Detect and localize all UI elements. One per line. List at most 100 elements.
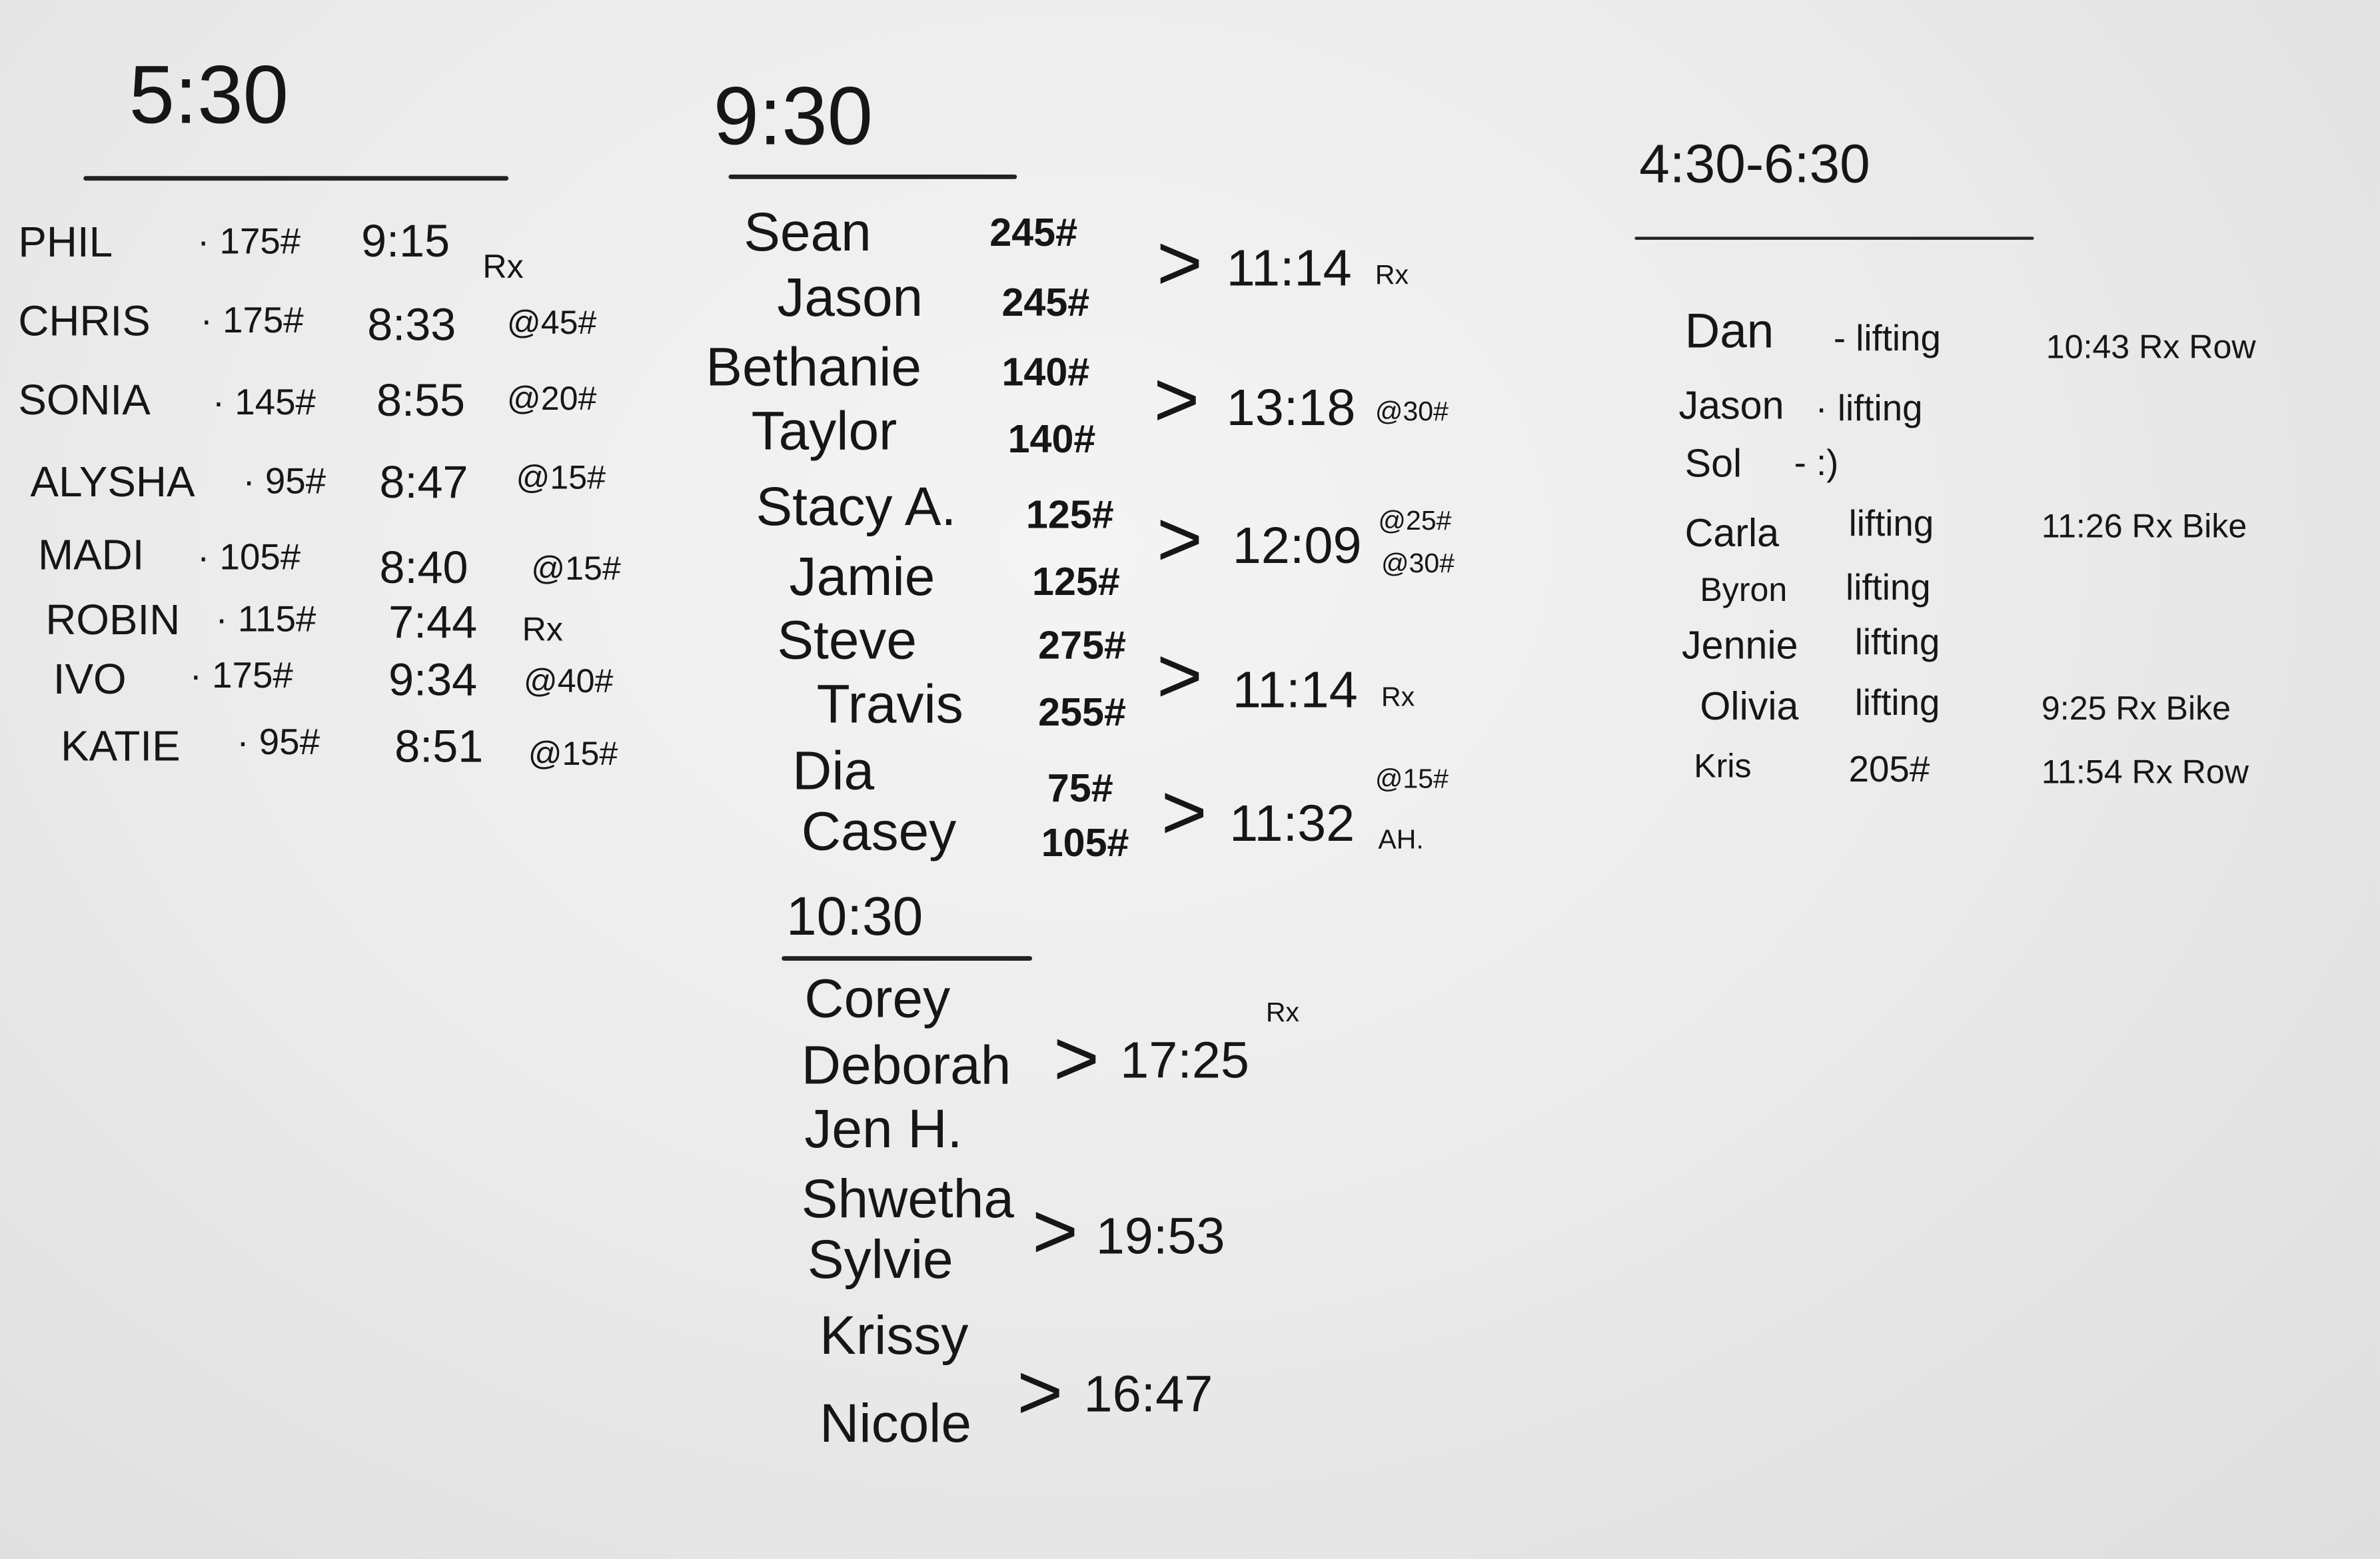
weight: 75# <box>1047 765 1113 811</box>
athlete-name: Kris <box>1694 746 1752 785</box>
athlete-name: Byron <box>1700 570 1788 609</box>
time: 8:40 <box>379 543 468 594</box>
athlete-name: KATIE <box>61 722 181 770</box>
session-title: 9:30 <box>713 71 874 163</box>
activity: · lifting <box>1815 388 1923 430</box>
weight: · 175# <box>197 221 301 263</box>
activity: - :) <box>1794 443 1839 484</box>
time: 8:33 <box>367 300 456 351</box>
note: Rx <box>1375 259 1409 290</box>
session-title: 10:30 <box>786 885 923 947</box>
time: 9:34 <box>388 656 478 706</box>
note: Rx <box>1265 997 1299 1028</box>
bracket: > <box>1017 1349 1063 1438</box>
weight: 245# <box>1001 279 1090 325</box>
underline <box>782 956 1033 961</box>
athlete-name: Dan <box>1684 303 1774 358</box>
result: 11:54 Rx Row <box>2041 752 2249 791</box>
underline <box>83 176 509 181</box>
athlete-name: SONIA <box>18 376 151 424</box>
athlete-name: Jamie <box>789 544 935 608</box>
weight: · 145# <box>212 382 316 424</box>
athlete-name: MADI <box>37 531 145 578</box>
athlete-name: Travis <box>816 672 963 735</box>
bracket: > <box>1156 632 1203 722</box>
time: 7:44 <box>388 598 478 648</box>
weight: · 105# <box>197 537 301 578</box>
athlete-name: Shwetha <box>801 1167 1014 1230</box>
note: @30# <box>1375 396 1449 427</box>
weight: 275# <box>1038 622 1126 668</box>
result: 10:43 Rx Row <box>2046 328 2256 366</box>
athlete-name: Bethanie <box>706 335 922 398</box>
note: @45# <box>506 303 597 342</box>
athlete-name: PHIL <box>18 219 113 266</box>
bracket: > <box>1032 1188 1079 1277</box>
time: 11:14 <box>1232 662 1358 720</box>
activity: - lifting <box>1833 318 1941 360</box>
athlete-name: Stacy A. <box>756 475 957 538</box>
athlete-name: Jen H. <box>804 1097 963 1160</box>
underline <box>728 174 1017 179</box>
athlete-name: Casey <box>801 799 957 862</box>
result: 11:26 Rx Bike <box>2041 506 2247 545</box>
athlete-name: Sylvie <box>807 1227 953 1291</box>
athlete-name: Sol <box>1684 440 1742 486</box>
session-title: 4:30-6:30 <box>1639 132 1870 195</box>
time: 12:09 <box>1232 517 1362 576</box>
weight: 140# <box>1007 416 1096 462</box>
activity: 205# <box>1848 750 1930 791</box>
weight: · 175# <box>200 300 304 342</box>
time: 19:53 <box>1095 1208 1225 1266</box>
weight: · 115# <box>215 599 316 641</box>
note: Rx <box>482 247 524 286</box>
bracket: > <box>1156 220 1203 308</box>
weight: 245# <box>989 209 1078 255</box>
athlete-name: Jason <box>1678 382 1784 428</box>
weight: · 175# <box>189 656 293 697</box>
time: 8:51 <box>394 722 484 773</box>
weight: · 95# <box>243 461 326 503</box>
time: 9:15 <box>361 217 450 267</box>
activity: lifting <box>1848 504 1934 545</box>
note: @40# <box>523 662 614 700</box>
note: @30# <box>1381 548 1455 578</box>
weight: · 95# <box>237 722 320 764</box>
activity: lifting <box>1854 622 1940 664</box>
athlete-name: Jason <box>777 265 923 328</box>
activity: lifting <box>1854 683 1940 724</box>
time: 8:55 <box>376 376 465 427</box>
time: 11:32 <box>1229 795 1355 853</box>
bracket: > <box>1053 1015 1100 1104</box>
note: @15# <box>516 458 606 496</box>
activity: lifting <box>1846 567 1931 609</box>
result: 9:25 Rx Bike <box>2041 689 2231 728</box>
bracket: > <box>1161 769 1207 858</box>
note: Rx <box>1381 681 1415 712</box>
athlete-name: Krissy <box>820 1303 969 1366</box>
athlete-name: ROBIN <box>45 596 181 644</box>
athlete-name: CHRIS <box>18 297 151 345</box>
note: @20# <box>506 379 597 418</box>
time: 13:18 <box>1226 379 1356 438</box>
time: 17:25 <box>1120 1032 1250 1090</box>
athlete-name: Dia <box>792 739 875 801</box>
athlete-name: Deborah <box>801 1033 1011 1096</box>
time: 11:14 <box>1226 239 1352 298</box>
athlete-name: Sean <box>744 200 872 263</box>
weight: 125# <box>1032 558 1120 604</box>
weight: 255# <box>1038 689 1126 735</box>
bracket: > <box>1153 356 1200 445</box>
athlete-name: Taylor <box>751 399 897 462</box>
note: @15# <box>1375 763 1449 794</box>
athlete-name: Jennie <box>1682 622 1798 668</box>
note: AH. <box>1378 823 1424 855</box>
note: @15# <box>531 549 621 588</box>
time: 16:47 <box>1083 1366 1213 1424</box>
time: 8:47 <box>379 458 468 509</box>
weight: 105# <box>1041 819 1129 865</box>
note: Rx <box>522 610 563 648</box>
underline <box>1634 237 2034 240</box>
note: @15# <box>528 734 618 773</box>
